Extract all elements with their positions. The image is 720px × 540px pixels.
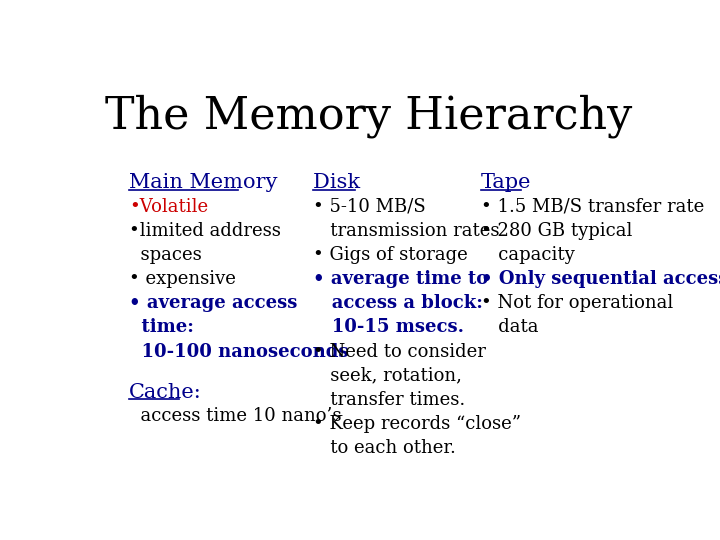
Text: access time 10 nano’s: access time 10 nano’s — [129, 407, 341, 426]
Text: • expensive: • expensive — [129, 270, 236, 288]
Text: capacity: capacity — [481, 246, 575, 264]
Text: The Memory Hierarchy: The Memory Hierarchy — [105, 94, 633, 138]
Text: • average access: • average access — [129, 294, 297, 312]
Text: Tape: Tape — [481, 173, 531, 192]
Text: Disk: Disk — [313, 173, 367, 192]
Text: •Volatile: •Volatile — [129, 198, 208, 216]
Text: • Need to consider: • Need to consider — [313, 342, 486, 361]
Text: • average time to: • average time to — [313, 270, 488, 288]
Text: transmission rates: transmission rates — [313, 222, 500, 240]
Text: to each other.: to each other. — [313, 439, 456, 457]
Text: • Gigs of storage: • Gigs of storage — [313, 246, 468, 264]
Text: • Keep records “close”: • Keep records “close” — [313, 415, 521, 433]
Text: • 5-10 MB/S: • 5-10 MB/S — [313, 198, 426, 216]
Text: 10-100 nanoseconds: 10-100 nanoseconds — [129, 342, 348, 361]
Text: • 1.5 MB/S transfer rate: • 1.5 MB/S transfer rate — [481, 198, 704, 216]
Text: • Only sequential access: • Only sequential access — [481, 270, 720, 288]
Text: transfer times.: transfer times. — [313, 391, 465, 409]
Text: • Not for operational: • Not for operational — [481, 294, 673, 312]
Text: •limited address: •limited address — [129, 222, 281, 240]
Text: data: data — [481, 319, 538, 336]
Text: time:: time: — [129, 319, 194, 336]
Text: spaces: spaces — [129, 246, 202, 264]
Text: 10-15 msecs.: 10-15 msecs. — [313, 319, 464, 336]
Text: Main Memory: Main Memory — [129, 173, 278, 192]
Text: Cache:: Cache: — [129, 383, 202, 402]
Text: access a block:: access a block: — [313, 294, 483, 312]
Text: seek, rotation,: seek, rotation, — [313, 367, 462, 384]
Text: • 280 GB typical: • 280 GB typical — [481, 222, 632, 240]
